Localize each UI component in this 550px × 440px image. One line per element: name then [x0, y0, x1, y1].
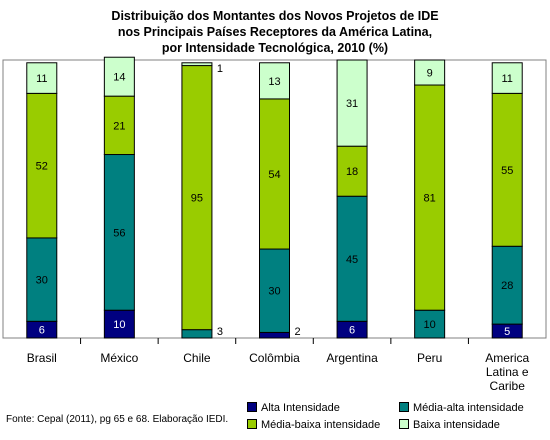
bar-segment — [26, 237, 58, 322]
chart-title-line-1: Distribuição dos Montantes dos Novos Pro… — [111, 9, 439, 23]
data-label: 10 — [113, 319, 125, 331]
bar-segment — [336, 59, 368, 147]
data-label: 18 — [346, 166, 358, 178]
bar-segment — [414, 59, 446, 86]
legend-item-alta: Alta Intensidade — [247, 402, 340, 414]
legend-swatch-media-baixa — [247, 419, 257, 429]
bar-segment — [103, 56, 135, 97]
data-label: 45 — [346, 254, 358, 266]
x-tick-label: Latina e — [486, 365, 529, 379]
legend-swatch-baixa — [399, 419, 409, 429]
data-label: 30 — [36, 275, 48, 287]
data-label: 56 — [113, 227, 125, 239]
bar-segment — [181, 65, 213, 331]
chart-title: Distribuição dos Montantes dos Novos Pro… — [0, 8, 550, 56]
x-tick-label: Colômbia — [249, 351, 300, 365]
chart-title-line-3: por Intensidade Tecnológica, 2010 (%) — [161, 41, 389, 55]
data-label: 1 — [217, 63, 223, 75]
legend-label-media-alta: Média-alta intensidade — [413, 402, 524, 414]
bar-segment — [259, 62, 290, 100]
legend-label-baixa: Baixa intensidade — [413, 419, 500, 431]
data-label: 54 — [268, 169, 280, 181]
data-label: 9 — [427, 68, 433, 80]
legend-swatch-media-alta — [399, 402, 409, 412]
legend-item-media-baixa: Média-baixa intensidade — [247, 419, 380, 431]
data-label: 95 — [191, 193, 203, 205]
data-label: 11 — [36, 73, 47, 85]
data-label: 28 — [501, 280, 513, 292]
data-label: 6 — [39, 325, 45, 337]
data-label: 11 — [502, 73, 513, 85]
data-label: 3 — [217, 326, 223, 338]
data-label: 52 — [36, 161, 48, 173]
legend-item-baixa: Baixa intensidade — [399, 419, 500, 431]
data-label: 81 — [424, 193, 436, 205]
x-tick-label: Caribe — [490, 379, 526, 393]
data-label: 5 — [504, 326, 510, 338]
data-label: 14 — [113, 72, 125, 84]
bar-segment — [181, 329, 213, 339]
data-label: 6 — [349, 325, 355, 337]
bar-segment — [336, 195, 368, 322]
bar-segment — [491, 62, 523, 94]
x-tick-label: America — [485, 351, 529, 365]
chart-title-line-2: nos Principais Países Receptores da Amér… — [117, 25, 433, 39]
data-label: 13 — [268, 76, 280, 88]
data-label: 31 — [346, 98, 358, 110]
data-label: 21 — [113, 120, 125, 132]
data-label: 55 — [501, 165, 513, 177]
bar-segment — [181, 62, 213, 67]
x-tick-label: México — [100, 351, 138, 365]
data-label: 10 — [424, 319, 436, 331]
x-tick-label: Chile — [183, 351, 211, 365]
legend-swatch-alta — [247, 402, 257, 412]
x-tick-label: Peru — [417, 351, 442, 365]
legend-label-alta: Alta Intensidade — [261, 402, 340, 414]
bar-segment — [259, 248, 290, 333]
bar-segment — [259, 331, 290, 339]
bar-segment — [26, 62, 58, 94]
data-label: 30 — [268, 286, 280, 298]
source-note: Fonte: Cepal (2011), pg 65 e 68. Elabora… — [6, 414, 229, 425]
data-label: 2 — [295, 326, 301, 338]
bar-segment — [491, 245, 523, 325]
legend-item-media-alta: Média-alta intensidade — [399, 402, 524, 414]
bar-segment — [259, 98, 290, 250]
bar-segment — [414, 84, 446, 311]
x-tick-label: Argentina — [326, 351, 378, 365]
bar-segment — [414, 309, 446, 339]
x-tick-label: Brasil — [27, 351, 57, 365]
legend-label-media-baixa: Média-baixa intensidade — [261, 419, 381, 431]
